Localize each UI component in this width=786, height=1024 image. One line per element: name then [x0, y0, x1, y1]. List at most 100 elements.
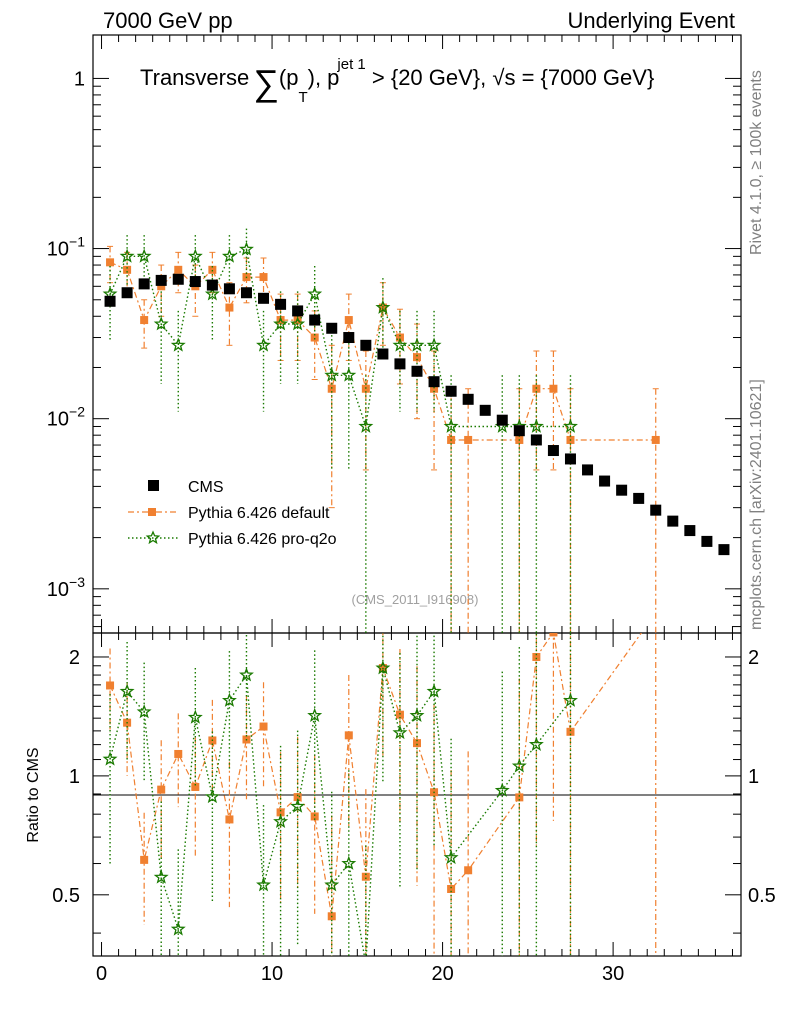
legend: CMS Pythia 6.426 default Pythia 6.426 pr…	[128, 479, 337, 548]
point-default	[225, 303, 234, 312]
ratio-point-proq2o	[119, 683, 135, 698]
point-cms	[206, 279, 218, 291]
point-cms	[445, 385, 457, 397]
ratio-point-default	[106, 681, 115, 690]
point-cms	[582, 464, 594, 476]
point-cms	[428, 376, 440, 388]
series-line-proq2o	[109, 248, 571, 428]
y-tick-label: 10−1	[47, 234, 85, 261]
point-proq2o	[392, 337, 408, 352]
point-cms	[564, 453, 576, 465]
legend-marker-default	[148, 508, 156, 516]
point-default	[259, 273, 268, 282]
point-proq2o	[256, 337, 271, 352]
ratio-point-proq2o	[204, 788, 220, 804]
point-cms	[189, 276, 201, 288]
point-default	[208, 265, 217, 274]
ratio-point-proq2o	[341, 855, 357, 870]
legend-label-proq2o: Pythia 6.426 pro-q2o	[188, 531, 337, 548]
ratio-point-proq2o	[290, 798, 306, 813]
point-cms	[258, 292, 270, 304]
rivet-label: Rivet 4.1.0, ≥ 100k events	[748, 70, 765, 255]
point-default	[651, 435, 660, 444]
point-proq2o	[528, 418, 544, 433]
ratio-point-proq2o	[511, 758, 527, 773]
point-cms	[684, 525, 696, 537]
y-tick-label: 1	[74, 68, 85, 90]
point-proq2o	[563, 418, 578, 433]
point-cms	[650, 504, 662, 516]
point-default	[310, 333, 319, 342]
point-cms	[667, 515, 679, 527]
point-cms	[360, 339, 372, 351]
ratio-point-default	[310, 812, 319, 821]
legend-marker-cms	[148, 480, 159, 491]
ratio-point-default	[140, 855, 149, 864]
ratio-panel	[102, 633, 657, 956]
point-proq2o	[239, 241, 254, 256]
point-cms	[530, 434, 542, 446]
point-cms	[547, 445, 559, 457]
point-cms	[240, 287, 252, 299]
ratio-line-proq2o	[109, 667, 572, 956]
point-proq2o	[204, 286, 220, 301]
ratio-point-proq2o	[324, 877, 340, 892]
point-cms	[155, 274, 167, 286]
legend-label-default: Pythia 6.426 default	[188, 505, 330, 522]
header-right: Underlying Event	[567, 8, 735, 33]
point-proq2o	[187, 248, 203, 263]
point-cms	[479, 404, 491, 416]
point-cms	[292, 305, 304, 317]
point-proq2o	[409, 337, 425, 352]
ratio-point-proq2o	[170, 921, 186, 936]
ratio-point-proq2o	[136, 704, 152, 719]
ratio-point-proq2o	[256, 877, 271, 892]
point-cms	[223, 283, 235, 295]
point-default	[174, 265, 183, 274]
ratio-point-proq2o	[563, 692, 578, 707]
point-proq2o	[375, 299, 391, 314]
point-cms	[462, 393, 474, 405]
point-proq2o	[290, 316, 306, 331]
point-cms	[633, 492, 645, 504]
x-tick-label: 20	[431, 963, 453, 985]
point-cms	[718, 544, 730, 556]
ratio-point-default	[157, 785, 166, 794]
point-cms	[326, 322, 338, 334]
point-cms	[275, 298, 287, 310]
point-proq2o	[153, 316, 169, 331]
ratio-point-proq2o	[426, 683, 442, 698]
x-tick-label: 0	[96, 963, 107, 985]
point-cms	[309, 314, 321, 326]
ratio-point-proq2o	[392, 724, 408, 740]
point-default	[106, 258, 115, 267]
analysis-watermark: (CMS_2011_I916908)	[352, 592, 479, 607]
ratio-tick-label-right: 2	[748, 647, 759, 669]
ratio-point-proq2o	[239, 667, 254, 682]
point-cms	[411, 365, 423, 377]
point-cms	[496, 414, 508, 426]
ratio-point-proq2o	[409, 707, 425, 722]
point-default	[430, 384, 439, 393]
point-cms	[138, 278, 150, 290]
point-cms	[616, 484, 628, 496]
point-default	[157, 282, 166, 291]
point-proq2o	[170, 337, 186, 352]
y-tick-label: 10−3	[47, 574, 85, 601]
point-cms	[394, 358, 406, 370]
point-cms	[104, 295, 116, 307]
point-proq2o	[426, 337, 442, 352]
ratio-point-proq2o	[494, 782, 510, 797]
ratio-ylabel: Ratio to CMS	[25, 747, 42, 842]
ratio-point-proq2o	[221, 692, 237, 707]
header-left: 7000 GeV pp	[103, 8, 233, 33]
ratio-tick-label-left: 2	[69, 647, 80, 669]
chart-title: Transverse ∑(pT), pjet 1 > {20 GeV}, √s =…	[140, 56, 654, 106]
ratio-point-default	[447, 884, 456, 893]
point-proq2o	[324, 367, 340, 382]
point-proq2o	[307, 286, 323, 301]
ratio-point-default	[566, 727, 575, 736]
y-tick-label: 10−2	[47, 404, 85, 431]
point-proq2o	[341, 367, 357, 382]
